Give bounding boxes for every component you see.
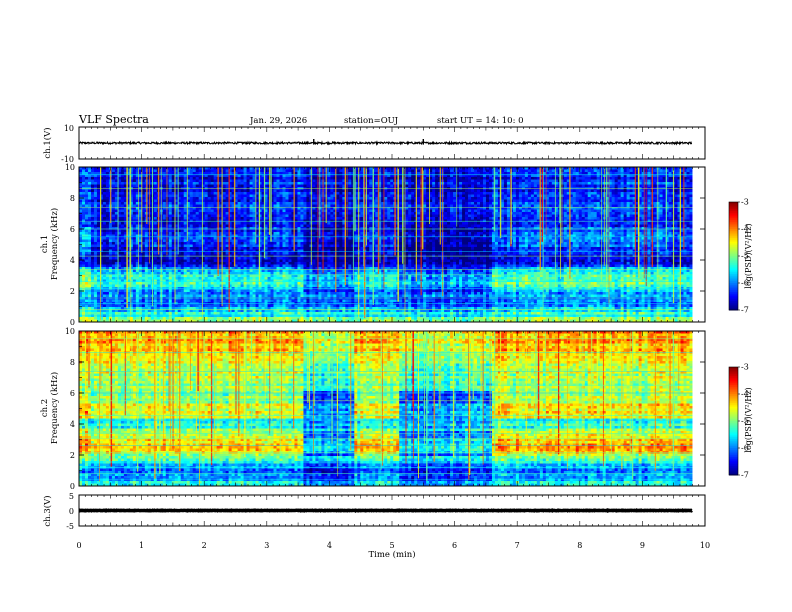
time-tick-5: 5 [389,541,394,550]
ch1-waveform-panel: 10 -10 ch.1(V) [42,124,705,164]
time-tick-2: 2 [202,541,207,550]
time-tick-4: 4 [327,541,332,550]
ch1-colorbar-tick-4: -7 [741,306,749,315]
ch2-spec-ytick-6: 6 [70,389,75,398]
ch1-spec-ytick-4: 4 [70,256,75,265]
header-station: station=OUJ [344,116,399,126]
ch3-ylabel: ch.3(V) [42,495,53,526]
ch3-ytick-mid: 0 [69,507,74,516]
ch1-spec-ytick-10: 10 [65,163,75,172]
ch2-colorbar-tick-0: -3 [741,363,749,372]
ch1-spectrogram-panel: 0 2 4 6 8 10 ch.1 Frequency (kHz) [40,163,705,327]
ch1-spec-ytick-8: 8 [70,194,75,203]
ch1-spec-label: ch.1 [40,235,50,253]
ch3-ytick-top: 5 [69,492,74,501]
ch1-colorbar-label: log(PSD)(V²/Hz) [744,223,753,288]
time-tick-8: 8 [577,541,582,550]
header-date: Jan. 29, 2026 [249,116,307,126]
ch1-ytick-top: 10 [64,124,74,133]
time-tick-7: 7 [515,541,520,550]
ch2-spec-ytick-2: 2 [70,451,75,460]
ch2-spec-ytick-4: 4 [70,420,75,429]
time-tick-9: 9 [640,541,645,550]
vlf-figure: VLF Spectra Jan. 29, 2026 station=OUJ st… [0,0,792,612]
time-tick-3: 3 [264,541,269,550]
time-tick-0: 0 [76,541,81,550]
ch1-ylabel: ch.1(V) [42,127,53,158]
ch2-colorbar-tick-4: -7 [741,471,749,480]
ch2-spec-ytick-10: 10 [65,327,75,336]
ch2-colorbar: -3-4-5-6-7 log(PSD)(V²/Hz) [729,363,753,480]
ch1-colorbar: -3-4-5-6-7 log(PSD)(V²/Hz) [729,198,753,315]
ch2-spec-ylabel: Frequency (kHz) [49,372,60,444]
ch2-colorbar-label: log(PSD)(V²/Hz) [744,387,753,452]
time-axis-label: Time (min) [368,549,415,560]
time-tick-10: 10 [700,541,710,550]
time-tick-1: 1 [139,541,144,550]
header-start-time: start UT = 14: 10: 0 [437,116,524,126]
ch3-ytick-bottom: -5 [66,522,74,531]
ch1-spec-ytick-0: 0 [70,318,75,327]
ch1-spec-ylabel: Frequency (kHz) [49,208,60,280]
ch2-spec-ytick-8: 8 [70,358,75,367]
ch1-colorbar-tick-0: -3 [741,198,749,207]
time-tick-6: 6 [452,541,457,550]
ch2-spec-label: ch.2 [40,399,50,417]
figure-title: VLF Spectra [78,113,149,126]
ch2-spectrogram-panel: 0 2 4 6 8 10 ch.2 Frequency (kHz) [40,327,705,491]
ch1-spec-ytick-6: 6 [70,225,75,234]
ch2-spec-ytick-0: 0 [70,482,75,491]
ch1-spec-ytick-2: 2 [70,287,75,296]
